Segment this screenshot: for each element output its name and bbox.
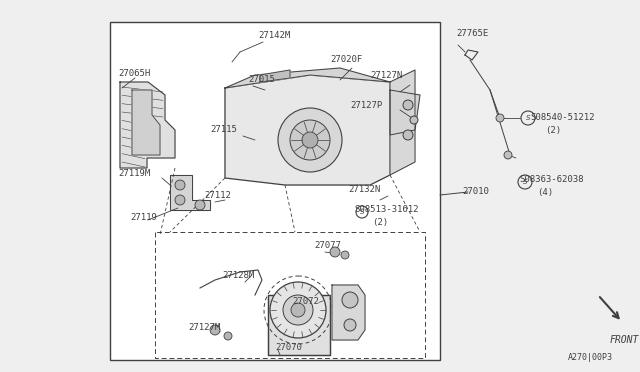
Text: (4): (4) — [537, 187, 553, 196]
Circle shape — [302, 132, 318, 148]
Circle shape — [403, 130, 413, 140]
Text: 27132N: 27132N — [348, 186, 380, 195]
Text: 27077: 27077 — [314, 241, 341, 250]
Polygon shape — [132, 90, 160, 155]
Circle shape — [283, 295, 313, 325]
Polygon shape — [225, 68, 390, 88]
Text: 27119: 27119 — [130, 214, 157, 222]
Text: 27115: 27115 — [210, 125, 237, 135]
Text: 27127P: 27127P — [350, 102, 382, 110]
Circle shape — [278, 108, 342, 172]
Text: 27072: 27072 — [292, 298, 319, 307]
Circle shape — [344, 319, 356, 331]
Text: 27128M: 27128M — [222, 272, 254, 280]
Text: 27119M: 27119M — [118, 169, 150, 177]
Text: 27010: 27010 — [462, 187, 489, 196]
Circle shape — [210, 325, 220, 335]
Circle shape — [341, 251, 349, 259]
Text: 27127N: 27127N — [370, 71, 403, 80]
Text: 27015: 27015 — [248, 76, 275, 84]
Bar — [268, 295, 330, 355]
Polygon shape — [332, 285, 365, 340]
Polygon shape — [120, 82, 175, 168]
Polygon shape — [260, 70, 290, 82]
Text: FRONT: FRONT — [610, 335, 639, 345]
Text: 27065H: 27065H — [118, 70, 150, 78]
Circle shape — [291, 303, 305, 317]
Text: S: S — [360, 209, 364, 215]
Circle shape — [403, 100, 413, 110]
Text: S08540-51212: S08540-51212 — [530, 113, 595, 122]
Text: (2): (2) — [545, 125, 561, 135]
Text: A270|00P3: A270|00P3 — [568, 353, 613, 362]
Circle shape — [195, 200, 205, 210]
Text: 27020F: 27020F — [330, 55, 362, 64]
Text: 27070: 27070 — [275, 343, 302, 353]
Polygon shape — [390, 70, 415, 175]
Text: S08513-31612: S08513-31612 — [354, 205, 419, 215]
Circle shape — [290, 120, 330, 160]
Circle shape — [496, 114, 504, 122]
Circle shape — [342, 292, 358, 308]
Circle shape — [410, 116, 418, 124]
Text: (2): (2) — [372, 218, 388, 227]
Polygon shape — [390, 90, 420, 135]
Text: S08363-62038: S08363-62038 — [519, 176, 584, 185]
Bar — [110, 22, 440, 360]
Circle shape — [175, 180, 185, 190]
Polygon shape — [170, 175, 210, 210]
Text: S: S — [525, 115, 531, 121]
Polygon shape — [225, 75, 390, 185]
Text: 27127M: 27127M — [188, 324, 220, 333]
Circle shape — [224, 332, 232, 340]
Text: 27765E: 27765E — [456, 29, 488, 38]
Circle shape — [504, 151, 512, 159]
Text: S: S — [523, 179, 527, 185]
Circle shape — [330, 247, 340, 257]
Circle shape — [270, 282, 326, 338]
Text: 27112: 27112 — [204, 192, 231, 201]
Text: 27142M: 27142M — [258, 32, 291, 41]
Circle shape — [175, 195, 185, 205]
